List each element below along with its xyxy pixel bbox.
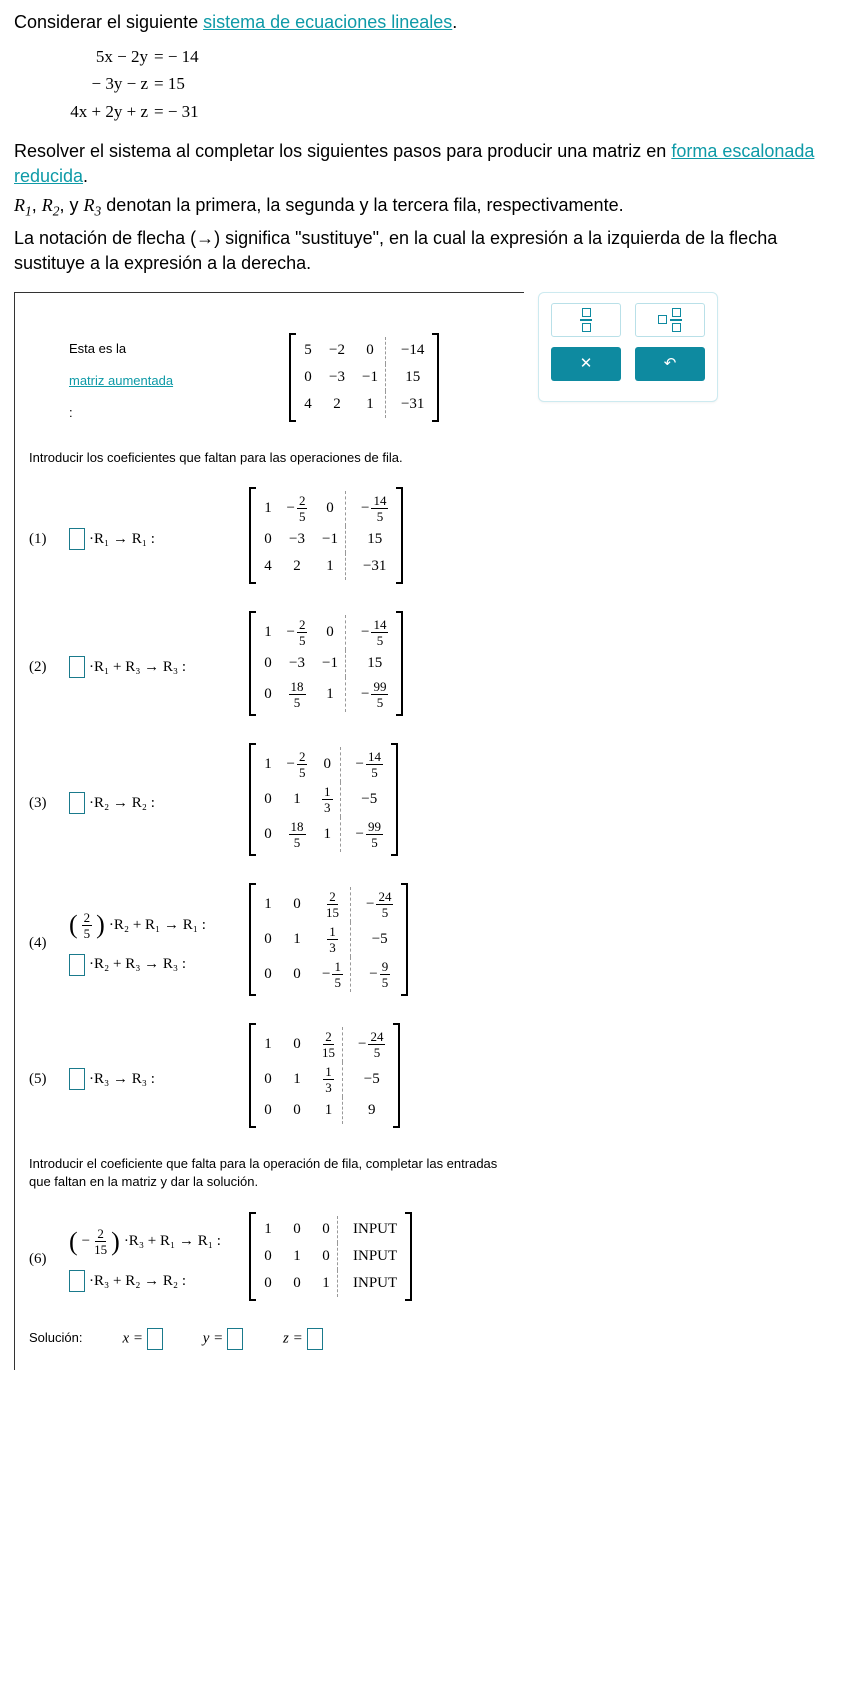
step-6: (6) (−215)·R₃ + R₁ → R₁ : ·R₃ + R₂ → R₂ … bbox=[29, 1212, 510, 1308]
step4-input[interactable] bbox=[69, 954, 85, 976]
sol-z-label: z = bbox=[283, 1330, 303, 1346]
instruction-p2: R1, R2, y R3 denotan la primera, la segu… bbox=[14, 193, 833, 221]
sol-x-input[interactable] bbox=[147, 1328, 163, 1350]
eq1-lhs: 5x − 2y bbox=[62, 43, 148, 70]
eq3-lhs: 4x + 2y + z bbox=[62, 98, 148, 125]
equation-system: 5x − 2y= − 14 − 3y − z= 15 4x + 2y + z= … bbox=[62, 43, 833, 125]
step-4: (4) (25)·R₂ + R₁ → R₁ : ·R₂ + R₃ → R₃ : … bbox=[29, 883, 510, 1003]
tool-panel: ✕ ↶ bbox=[538, 292, 718, 402]
step2-label: (2) bbox=[29, 657, 69, 678]
step3-label: (3) bbox=[29, 793, 69, 814]
step3-op: ·R₂ → R₂ : bbox=[89, 793, 155, 814]
step4-label: (4) bbox=[29, 933, 69, 954]
undo-button[interactable]: ↶ bbox=[635, 347, 705, 381]
sol-x-label: x = bbox=[122, 1330, 143, 1346]
eq1-rhs: = − 14 bbox=[148, 43, 199, 70]
step4-prefrac: 25 bbox=[82, 911, 93, 940]
eq2-rhs: = 15 bbox=[148, 70, 185, 97]
step6-op2: ·R₃ + R₂ → R₂ : bbox=[89, 1271, 186, 1292]
step2-input[interactable] bbox=[69, 656, 85, 678]
intro-suffix: . bbox=[452, 12, 457, 32]
step6-input[interactable] bbox=[69, 1270, 85, 1292]
step6-prefrac: 215 bbox=[94, 1227, 107, 1256]
step-1: (1) ·R₁ → R₁ : 1−250−1450−3−115421−31 bbox=[29, 487, 510, 591]
final-instruction: Introducir el coeficiente que falta para… bbox=[29, 1155, 510, 1191]
step-5: (5) ·R₃ → R₃ : 10215−2450113−50019 bbox=[29, 1023, 510, 1135]
step1-label: (1) bbox=[29, 529, 69, 550]
intro-prefix: Considerar el siguiente bbox=[14, 12, 203, 32]
instruction-p3: La notación de flecha (→) significa "sus… bbox=[14, 226, 833, 276]
augmented-row: Esta es la matriz aumentada: 5−20−140−3−… bbox=[29, 333, 510, 429]
mixed-fraction-tool-button[interactable] bbox=[635, 303, 705, 337]
step1-input[interactable] bbox=[69, 528, 85, 550]
intro-text: Considerar el siguiente sistema de ecuac… bbox=[14, 10, 833, 35]
step6-matrix: 100INPUT010INPUT001INPUT bbox=[249, 1212, 412, 1308]
step2-op: ·R₁ + R₃ → R₃ : bbox=[89, 657, 186, 678]
sol-y-label: y = bbox=[203, 1330, 224, 1346]
step1-op: ·R₁ → R₁ : bbox=[89, 529, 155, 550]
step6-label: (6) bbox=[29, 1249, 69, 1270]
solution-label: Solución: bbox=[29, 1329, 82, 1347]
step1-matrix: 1−250−1450−3−115421−31 bbox=[249, 487, 403, 591]
augmented-matrix: 5−20−140−3−115421−31 bbox=[289, 333, 439, 429]
instruction-p1: Resolver el sistema al completar los sig… bbox=[14, 139, 833, 189]
step-2: (2) ·R₁ + R₃ → R₃ : 1−250−1450−3−1150185… bbox=[29, 611, 510, 723]
step5-matrix: 10215−2450113−50019 bbox=[249, 1023, 400, 1135]
fraction-tool-button[interactable] bbox=[551, 303, 621, 337]
step4-op1: ·R₂ + R₁ → R₁ : bbox=[109, 915, 206, 936]
step5-op: ·R₃ → R₃ : bbox=[89, 1069, 155, 1090]
augmented-link[interactable]: matriz aumentada bbox=[69, 372, 289, 390]
intro-link[interactable]: sistema de ecuaciones lineales bbox=[203, 12, 452, 32]
step2-matrix: 1−250−1450−3−11501851−995 bbox=[249, 611, 403, 723]
coeff-instruction: Introducir los coeficientes que faltan p… bbox=[29, 449, 510, 467]
work-box: Esta es la matriz aumentada: 5−20−140−3−… bbox=[14, 292, 524, 1370]
eq2-lhs: − 3y − z bbox=[62, 70, 148, 97]
step4-op2: ·R₂ + R₃ → R₃ : bbox=[89, 954, 186, 975]
step3-matrix: 1−250−1450113−501851−995 bbox=[249, 743, 398, 863]
step3-input[interactable] bbox=[69, 792, 85, 814]
solution-row: Solución: x = y = z = bbox=[29, 1328, 510, 1350]
step-3: (3) ·R₂ → R₂ : 1−250−1450113−501851−995 bbox=[29, 743, 510, 863]
step5-label: (5) bbox=[29, 1069, 69, 1090]
sol-z-input[interactable] bbox=[307, 1328, 323, 1350]
step5-input[interactable] bbox=[69, 1068, 85, 1090]
sol-y-input[interactable] bbox=[227, 1328, 243, 1350]
eq3-rhs: = − 31 bbox=[148, 98, 199, 125]
step4-matrix: 10215−2450113−500−15−95 bbox=[249, 883, 408, 1003]
step6-op1: ·R₃ + R₁ → R₁ : bbox=[124, 1231, 221, 1252]
close-button[interactable]: ✕ bbox=[551, 347, 621, 381]
